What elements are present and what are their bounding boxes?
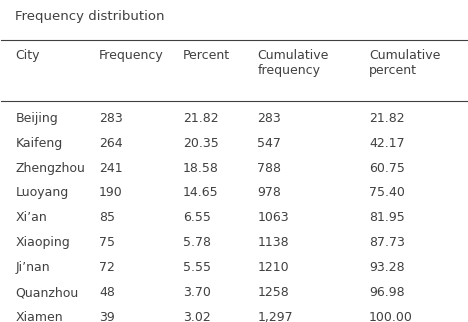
Text: 96.98: 96.98 [369,286,404,299]
Text: 72: 72 [99,261,115,274]
Text: Luoyang: Luoyang [15,186,69,199]
Text: Xiaoping: Xiaoping [15,236,70,249]
Text: Cumulative
percent: Cumulative percent [369,50,440,78]
Text: 978: 978 [257,186,281,199]
Text: 60.75: 60.75 [369,162,405,175]
Text: 5.78: 5.78 [183,236,211,249]
Text: 85: 85 [99,211,115,224]
Text: Frequency distribution: Frequency distribution [15,10,165,23]
Text: 6.55: 6.55 [183,211,211,224]
Text: Percent: Percent [183,50,230,62]
Text: 21.82: 21.82 [369,112,404,125]
Text: 87.73: 87.73 [369,236,405,249]
Text: 3.70: 3.70 [183,286,211,299]
Text: 190: 190 [99,186,123,199]
Text: 81.95: 81.95 [369,211,405,224]
Text: 21.82: 21.82 [183,112,219,125]
Text: 283: 283 [99,112,123,125]
Text: 1063: 1063 [257,211,289,224]
Text: 1258: 1258 [257,286,289,299]
Text: City: City [15,50,40,62]
Text: 48: 48 [99,286,115,299]
Text: 100.00: 100.00 [369,311,413,322]
Text: 283: 283 [257,112,281,125]
Text: Quanzhou: Quanzhou [15,286,79,299]
Text: 39: 39 [99,311,115,322]
Text: 93.28: 93.28 [369,261,404,274]
Text: Cumulative
frequency: Cumulative frequency [257,50,329,78]
Text: 75: 75 [99,236,115,249]
Text: Beijing: Beijing [15,112,58,125]
Text: 264: 264 [99,137,123,150]
Text: 1,297: 1,297 [257,311,293,322]
Text: 18.58: 18.58 [183,162,219,175]
Text: Kaifeng: Kaifeng [15,137,63,150]
Text: 20.35: 20.35 [183,137,219,150]
Text: Xiamen: Xiamen [15,311,63,322]
Text: 5.55: 5.55 [183,261,211,274]
Text: 547: 547 [257,137,281,150]
Text: Xi’an: Xi’an [15,211,47,224]
Text: Ji’nan: Ji’nan [15,261,50,274]
Text: 42.17: 42.17 [369,137,404,150]
Text: 14.65: 14.65 [183,186,219,199]
Text: 241: 241 [99,162,123,175]
Text: Frequency: Frequency [99,50,164,62]
Text: Zhengzhou: Zhengzhou [15,162,85,175]
Text: 75.40: 75.40 [369,186,405,199]
Text: 788: 788 [257,162,281,175]
Text: 1138: 1138 [257,236,289,249]
Text: 1210: 1210 [257,261,289,274]
Text: 3.02: 3.02 [183,311,211,322]
